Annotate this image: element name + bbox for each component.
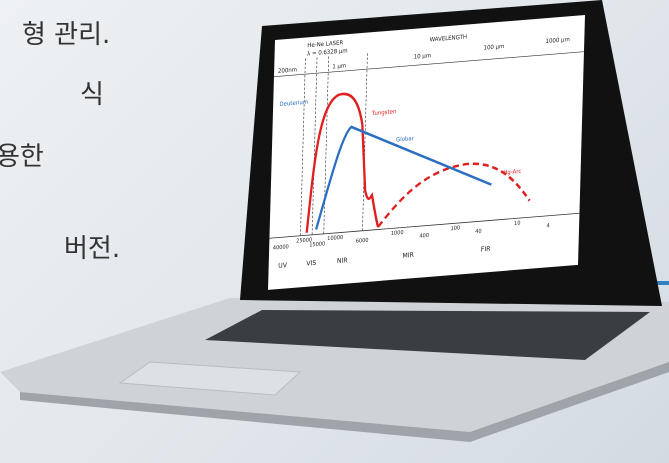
scale-label: 40000 xyxy=(273,244,289,251)
region-label: FIR xyxy=(481,245,491,254)
laptop: He-Ne LASER λ = 0.6328 μm WAVELENGTH 200… xyxy=(0,0,669,463)
region-label: VIS xyxy=(306,259,316,268)
region-label: NIR xyxy=(337,256,348,265)
scale-label: 6000 xyxy=(356,238,369,245)
scale-label: 40 xyxy=(475,229,482,236)
screen: He-Ne LASER λ = 0.6328 μm WAVELENGTH 200… xyxy=(268,15,585,290)
region-label: MIR xyxy=(402,251,414,260)
page: 형 관리. 식 용한 버전. He-Ne LASER λ = 0.6328 μm… xyxy=(0,0,669,463)
scale-label: 100 xyxy=(450,225,460,232)
screen-label: 1 μm xyxy=(332,63,346,70)
scale-label: 10 xyxy=(514,220,521,227)
scale-label: 15000 xyxy=(309,241,325,248)
scale-label: 10000 xyxy=(327,235,343,242)
scale-label: 400 xyxy=(419,233,429,240)
region-label: UV xyxy=(278,261,288,270)
scale-label: 1000 xyxy=(391,230,404,237)
